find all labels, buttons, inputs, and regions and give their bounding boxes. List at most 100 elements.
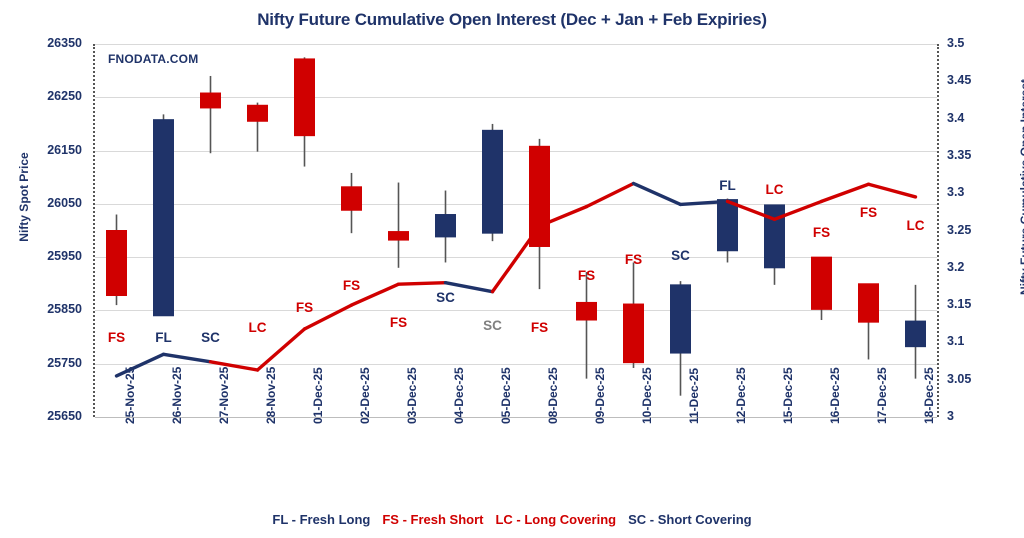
gridline	[95, 97, 937, 99]
x-tick: 18-Dec-25	[921, 367, 936, 424]
chart-legend: FL - Fresh Long FS - Fresh Short LC - Long…	[0, 512, 1024, 527]
x-tick: 03-Dec-25	[404, 367, 419, 424]
oi-marker-label: SC	[483, 318, 502, 333]
x-tick: 04-Dec-25	[451, 367, 466, 424]
candlestick	[529, 138, 550, 290]
oi-line-segment	[396, 281, 448, 286]
oi-marker-label: FS	[859, 205, 878, 220]
candlestick	[388, 182, 409, 268]
gridline	[95, 150, 937, 152]
legend-item: SC - Short Covering	[628, 512, 752, 527]
y-tick-left: 25750	[47, 355, 82, 370]
candlestick	[576, 272, 597, 379]
candlestick	[764, 204, 785, 285]
x-tick: 27-Nov-25	[216, 366, 231, 424]
x-tick: 25-Nov-25	[122, 366, 137, 424]
oi-marker-label: FS	[577, 268, 596, 283]
candlestick	[858, 283, 879, 360]
gridline	[95, 310, 937, 312]
y-tick-left: 26350	[47, 36, 82, 50]
candlestick	[435, 190, 456, 263]
oi-marker-label: FL	[719, 178, 736, 193]
y-tick-right: 3.4	[947, 110, 965, 125]
candlestick	[247, 102, 268, 152]
candlestick	[905, 284, 926, 379]
y-tick-right: 3.15	[947, 297, 972, 312]
gridline	[95, 417, 937, 418]
oi-line-segment	[114, 352, 166, 378]
oi-line-segment	[349, 282, 401, 307]
x-tick: 16-Dec-25	[827, 367, 842, 424]
legend-item: FS - Fresh Short	[382, 512, 484, 527]
y-tick-right: 3.1	[947, 334, 965, 349]
x-tick: 15-Dec-25	[780, 367, 795, 424]
x-tick: 08-Dec-25	[545, 367, 560, 424]
oi-line-segment	[490, 224, 542, 294]
oi-marker-label: FS	[107, 330, 126, 345]
x-tick: 01-Dec-25	[310, 367, 325, 424]
x-tick: 11-Dec-25	[686, 367, 701, 424]
candlestick	[811, 256, 832, 321]
oi-line-segment	[678, 199, 730, 207]
chart-title: Nifty Future Cumulative Open Interest (D…	[257, 10, 767, 29]
candlestick	[482, 123, 503, 242]
candlestick	[670, 281, 691, 396]
candlestick	[153, 114, 174, 317]
oi-marker-label: SC	[671, 248, 690, 263]
x-tick: 05-Dec-25	[498, 367, 513, 424]
x-tick: 02-Dec-25	[357, 367, 372, 424]
watermark: FNODATA.COM	[108, 52, 199, 66]
candlestick	[294, 57, 315, 167]
y-tick-right: 3.3	[947, 185, 965, 200]
gridline	[95, 363, 937, 365]
y-tick-left: 25850	[47, 302, 82, 317]
oi-line-segment	[819, 182, 871, 204]
oi-marker-label: LC	[248, 320, 267, 335]
x-tick: 09-Dec-25	[592, 367, 607, 424]
y-tick-right: 3.2	[947, 259, 965, 274]
oi-line-segment	[772, 199, 824, 222]
oi-marker-label: SC	[436, 290, 455, 305]
candlestick	[623, 262, 644, 368]
oi-line-segment	[443, 281, 495, 294]
oi-marker-label: LC	[765, 182, 784, 197]
y-tick-right: 3	[947, 409, 954, 423]
x-tick: 28-Nov-25	[263, 366, 278, 424]
y-tick-left: 25650	[47, 409, 82, 423]
y-tick-left: 26250	[47, 89, 82, 104]
gridline	[95, 44, 937, 45]
candlestick	[717, 198, 738, 263]
oi-marker-label: FS	[812, 225, 831, 240]
y-tick-right: 3.25	[947, 222, 972, 237]
x-tick: 12-Dec-25	[733, 367, 748, 424]
gridline	[95, 203, 937, 205]
oi-line-segment	[866, 182, 918, 199]
oi-line-segment	[584, 181, 636, 209]
x-tick: 17-Dec-25	[874, 367, 889, 424]
candlestick	[106, 214, 127, 306]
oi-marker-label: FS	[389, 315, 408, 330]
y-tick-right: 3.5	[947, 36, 965, 50]
y-tick-left: 26050	[47, 195, 82, 210]
oi-line-segment	[302, 303, 354, 331]
y-tick-right: 3.35	[947, 147, 972, 162]
x-tick: 26-Nov-25	[169, 366, 184, 424]
oi-line-segment	[255, 327, 307, 372]
candlestick	[200, 75, 221, 154]
oi-line-segment	[208, 360, 260, 372]
legend-item: LC - Long Covering	[495, 512, 617, 527]
x-tick: 10-Dec-25	[639, 367, 654, 424]
candlestick	[341, 172, 362, 234]
oi-marker-label: SC	[201, 330, 220, 345]
oi-marker-label: FL	[155, 330, 172, 345]
legend-item: FL - Fresh Long	[272, 512, 371, 527]
oi-line-segment	[537, 204, 589, 228]
y-tick-right: 3.45	[947, 73, 972, 88]
oi-marker-label: FS	[342, 278, 361, 293]
oi-marker-label: FS	[295, 300, 314, 315]
oi-marker-label: LC	[906, 218, 925, 233]
oi-marker-label: FS	[530, 320, 549, 335]
oi-line-segment	[161, 352, 213, 364]
